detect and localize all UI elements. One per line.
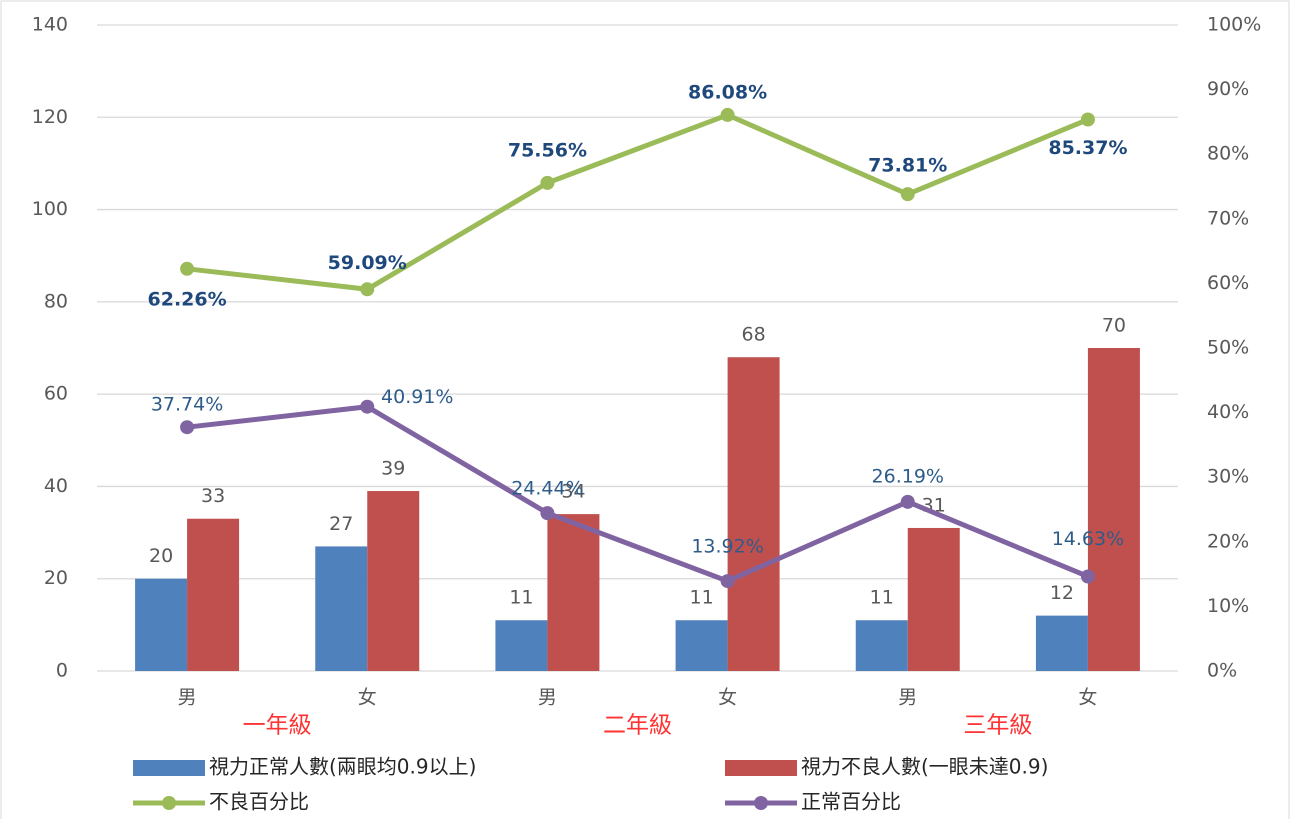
legend-label: 正常百分比 bbox=[801, 790, 901, 814]
line-value-label: 86.08% bbox=[688, 81, 767, 103]
group-label: 三年級 bbox=[963, 713, 1032, 739]
line-value-label: 73.81% bbox=[868, 155, 947, 177]
bar bbox=[367, 491, 420, 671]
line-marker bbox=[900, 494, 915, 509]
line-marker bbox=[1080, 569, 1095, 584]
bar-value-label: 34 bbox=[561, 481, 585, 503]
y2-tick-label: 50% bbox=[1207, 337, 1249, 359]
bar bbox=[135, 578, 188, 671]
y2-tick-label: 10% bbox=[1207, 595, 1249, 617]
bar bbox=[1035, 615, 1088, 671]
y2-tick-label: 100% bbox=[1207, 14, 1261, 36]
legend-swatch bbox=[754, 796, 768, 810]
legend-swatch bbox=[162, 796, 176, 810]
line-marker bbox=[720, 107, 735, 122]
bar-value-label: 33 bbox=[201, 485, 225, 507]
line-value-label: 37.74% bbox=[151, 394, 223, 416]
bar-value-label: 12 bbox=[1050, 582, 1074, 604]
line-marker bbox=[360, 282, 375, 297]
bar-value-label: 68 bbox=[741, 324, 765, 346]
y-tick-label: 20 bbox=[44, 567, 68, 589]
y-tick-label: 80 bbox=[44, 290, 68, 312]
bar bbox=[855, 620, 908, 671]
line-value-label: 14.63% bbox=[1052, 528, 1124, 550]
bar bbox=[907, 527, 960, 671]
x-tick-label: 男 bbox=[178, 687, 197, 709]
x-tick-label: 男 bbox=[538, 687, 557, 709]
group-label: 二年級 bbox=[603, 713, 672, 739]
bar bbox=[727, 357, 780, 671]
bar-value-label: 70 bbox=[1102, 315, 1126, 337]
line-value-label: 62.26% bbox=[148, 288, 227, 310]
bar bbox=[675, 620, 728, 671]
x-tick-label: 女 bbox=[718, 687, 737, 709]
line-series bbox=[186, 404, 1089, 584]
y-tick-label: 40 bbox=[44, 475, 68, 497]
line-marker bbox=[540, 175, 555, 190]
group-label: 一年級 bbox=[243, 713, 312, 739]
legend-label: 視力不良人數(一眼未達0.9) bbox=[801, 755, 1048, 779]
line-marker bbox=[180, 420, 195, 435]
bar-value-label: 39 bbox=[381, 458, 405, 480]
line-series bbox=[186, 112, 1089, 292]
line-marker bbox=[900, 187, 915, 202]
line-marker bbox=[720, 574, 735, 589]
y2-tick-label: 90% bbox=[1207, 78, 1249, 100]
bar bbox=[495, 620, 548, 671]
line-marker bbox=[180, 261, 195, 276]
y2-tick-label: 60% bbox=[1207, 272, 1249, 294]
legend-swatch bbox=[725, 760, 797, 776]
bar bbox=[547, 514, 600, 671]
x-tick-label: 女 bbox=[358, 687, 377, 709]
line-marker bbox=[540, 506, 555, 521]
line-value-label: 13.92% bbox=[691, 536, 763, 558]
y2-tick-label: 30% bbox=[1207, 466, 1249, 488]
x-tick-label: 女 bbox=[1078, 687, 1097, 709]
bar bbox=[315, 546, 368, 671]
bar-value-label: 20 bbox=[149, 545, 173, 567]
y2-tick-label: 40% bbox=[1207, 401, 1249, 423]
y-tick-label: 100 bbox=[32, 198, 68, 220]
y-tick-label: 120 bbox=[32, 106, 68, 128]
bar bbox=[1087, 348, 1140, 671]
y-tick-label: 60 bbox=[44, 383, 68, 405]
bar-value-label: 11 bbox=[870, 587, 894, 609]
legend-swatch bbox=[133, 760, 205, 776]
y2-tick-label: 0% bbox=[1207, 660, 1237, 682]
y-tick-label: 140 bbox=[32, 14, 68, 36]
bar-value-label: 27 bbox=[329, 513, 353, 535]
x-tick-label: 男 bbox=[898, 687, 917, 709]
line-value-label: 24.44% bbox=[511, 478, 583, 500]
line-value-label: 59.09% bbox=[328, 252, 407, 274]
bar-value-label: 11 bbox=[689, 587, 713, 609]
y2-tick-label: 20% bbox=[1207, 530, 1249, 552]
line-value-label: 26.19% bbox=[872, 465, 944, 487]
line-marker bbox=[1080, 112, 1095, 127]
line-value-label: 40.91% bbox=[381, 386, 453, 408]
legend-label: 視力正常人數(兩眼均0.9以上) bbox=[209, 755, 476, 779]
line-value-label: 75.56% bbox=[508, 139, 587, 161]
y-tick-label: 0 bbox=[56, 660, 68, 682]
y2-tick-label: 80% bbox=[1207, 143, 1249, 165]
bar-value-label: 11 bbox=[509, 587, 533, 609]
bar bbox=[187, 518, 240, 671]
line-marker bbox=[360, 399, 375, 414]
legend-label: 不良百分比 bbox=[209, 790, 309, 814]
line-value-label: 85.37% bbox=[1048, 137, 1127, 159]
y2-tick-label: 70% bbox=[1207, 207, 1249, 229]
